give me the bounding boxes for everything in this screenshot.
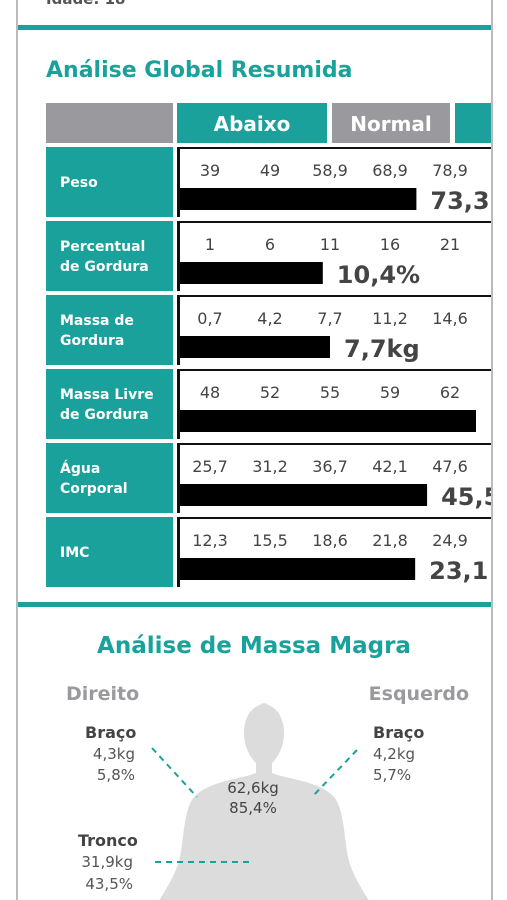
tick-label: 21,8	[372, 531, 408, 550]
tick-label: 12,3	[192, 531, 228, 550]
tick-label: 52	[260, 383, 280, 402]
tick-label: 42,1	[372, 457, 408, 476]
tick-label: 62	[440, 383, 460, 402]
value-label: 7,7kg	[344, 335, 420, 363]
bar	[180, 484, 428, 506]
value-label: 73,3	[430, 187, 489, 215]
value-label: 63,3	[490, 409, 507, 437]
segment-mass: 31,9kg	[81, 853, 133, 871]
connector	[151, 747, 198, 798]
bar	[180, 558, 416, 580]
header-label: Normal	[350, 112, 432, 136]
tick-label: 78,9	[432, 161, 468, 180]
tick-label: 25,7	[192, 457, 228, 476]
section-title: Análise de Massa Magra	[97, 633, 411, 659]
row-label: Gordura	[60, 333, 124, 349]
tick-label: 47,6	[432, 457, 468, 476]
row-label: Percentual	[60, 239, 145, 255]
bar	[180, 410, 476, 432]
tick-label: 1	[205, 235, 215, 254]
tick-label: 15,5	[252, 531, 288, 550]
bar	[180, 336, 330, 358]
tick-label: 7,7	[317, 309, 342, 328]
side-label: Direito	[66, 683, 139, 705]
tick-label: 4,2	[257, 309, 282, 328]
row-label-box	[46, 147, 173, 217]
tick-label: 21	[440, 235, 460, 254]
header-cell	[455, 103, 491, 143]
body-silhouette	[159, 703, 369, 900]
tick-label: 39	[200, 161, 220, 180]
tick-label: 59	[380, 383, 400, 402]
row-label: IMC	[60, 545, 89, 561]
row-label-box	[46, 295, 173, 365]
bar	[180, 262, 323, 284]
segment-pct: 5,7%	[373, 766, 411, 784]
tick-label: 0,7	[197, 309, 222, 328]
tick-label: 16	[380, 235, 400, 254]
segment-pct: 43,5%	[85, 875, 133, 893]
row-label: de Gordura	[60, 259, 149, 275]
divider	[18, 25, 491, 30]
segment-mass: 4,2kg	[373, 745, 415, 763]
tick-label: 31,2	[252, 457, 288, 476]
segment-label: Braço	[85, 723, 136, 742]
segment-mass: 4,3kg	[93, 745, 135, 763]
row-label: Peso	[60, 175, 98, 191]
tick-label: 18,6	[312, 531, 348, 550]
header-cell	[332, 103, 450, 143]
total-mass: 62,6kg	[227, 779, 279, 797]
segment-label: Braço	[373, 723, 424, 742]
row-label: de Gordura	[60, 407, 149, 423]
tick-label: 24,9	[432, 531, 468, 550]
tick-label: 6	[265, 235, 275, 254]
tick-label: 68,9	[372, 161, 408, 180]
tick-label: 49	[260, 161, 280, 180]
value-label: 10,4%	[337, 261, 420, 289]
value-label: 23,1	[429, 557, 488, 585]
row-label-box	[46, 221, 173, 291]
tick-label: 58,9	[312, 161, 348, 180]
row-label: Massa Livre	[60, 387, 154, 403]
header-label: Abaixo	[214, 112, 291, 136]
bar	[180, 188, 417, 210]
value-label: 45,5	[441, 483, 500, 511]
row-label: Massa de	[60, 313, 134, 329]
segment-label: Tronco	[78, 831, 138, 850]
tick-label: 48	[200, 383, 220, 402]
tick-label: 36,7	[312, 457, 348, 476]
content: Idade: 18 Análise Global Resumida Abaixo No…	[46, 0, 507, 893]
tick-label: 11,2	[372, 309, 408, 328]
row-label-box	[46, 443, 173, 513]
age-label: Idade: 18	[46, 0, 125, 8]
segment-pct: 5,8%	[97, 766, 135, 784]
row-label: Água	[60, 460, 100, 477]
header-cell	[177, 103, 327, 143]
row-label: Corporal	[60, 481, 128, 497]
side-label: Esquerdo	[369, 683, 469, 705]
tick-label: 11	[320, 235, 340, 254]
row-label-box	[46, 517, 173, 587]
tick-label: 55	[320, 383, 340, 402]
header-cell	[46, 103, 173, 143]
total-pct: 85,4%	[229, 799, 277, 817]
row-label-box	[46, 369, 173, 439]
section-title: Análise Global Resumida	[46, 58, 352, 83]
divider	[18, 602, 491, 607]
tick-label: 14,6	[432, 309, 468, 328]
